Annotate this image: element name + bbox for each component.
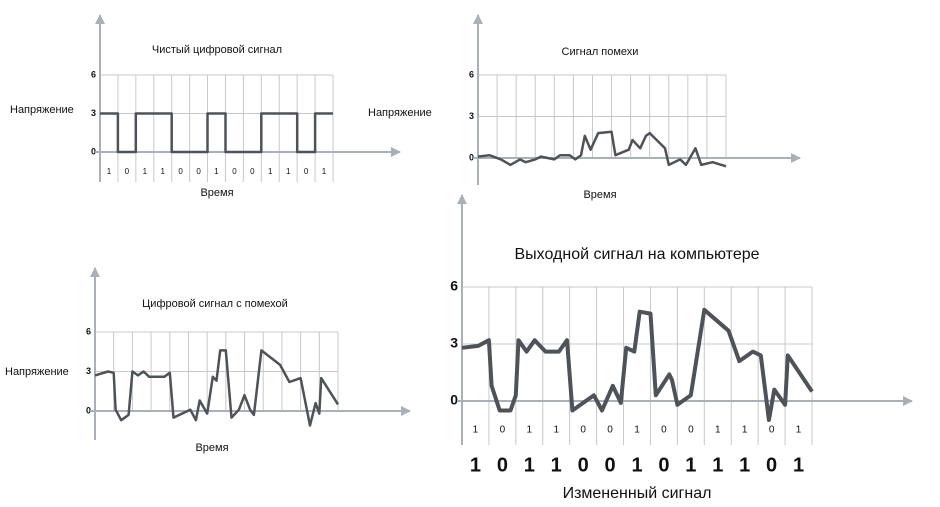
y-tick-label: 6 — [86, 326, 91, 336]
bit-label: 1 — [634, 425, 640, 436]
y-tick-label: 0 — [91, 146, 96, 156]
bit-label: 1 — [742, 425, 748, 436]
y-axis-label: Напряжение — [368, 107, 432, 119]
y-tick-label: 3 — [91, 108, 96, 118]
x-axis-label: Измененный сигнал — [563, 485, 712, 502]
bit-label: 0 — [232, 167, 237, 176]
decoded-bit: 0 — [658, 454, 669, 476]
bit-label: 1 — [527, 425, 533, 436]
decoded-bit: 1 — [470, 454, 481, 476]
bit-label: 0 — [688, 425, 694, 436]
signal-line — [94, 349, 340, 427]
y-tick-label: 6 — [91, 69, 96, 79]
bit-label: 1 — [473, 425, 479, 436]
bit-label: 1 — [268, 167, 273, 176]
signal-line — [477, 130, 727, 168]
bit-label: 0 — [125, 167, 130, 176]
bit-label: 1 — [161, 167, 166, 176]
y-tick-label: 6 — [469, 69, 474, 79]
bit-label: 1 — [143, 167, 148, 176]
signal-line — [461, 307, 814, 422]
bit-label: 1 — [322, 167, 327, 176]
bit-label: 0 — [661, 425, 667, 436]
decoded-bit: 1 — [739, 454, 750, 476]
bit-label: 0 — [769, 425, 775, 436]
bit-label: 1 — [796, 425, 802, 436]
bit-label: 0 — [500, 425, 506, 436]
bit-label: 1 — [553, 425, 559, 436]
x-axis-label: Время — [583, 189, 616, 201]
x-axis-label: Время — [200, 187, 233, 199]
bit-label: 1 — [286, 167, 291, 176]
decoded-bit: 0 — [578, 454, 589, 476]
decoded-bit: 1 — [793, 454, 804, 476]
bit-label: 0 — [178, 167, 183, 176]
x-axis-label: Время — [195, 442, 228, 454]
decoded-bit: 0 — [766, 454, 777, 476]
decoded-bit: 1 — [685, 454, 696, 476]
y-tick-label: 6 — [450, 278, 458, 294]
signal-line — [100, 112, 333, 154]
y-tick-label: 3 — [86, 366, 91, 376]
y-tick-label: 0 — [86, 405, 91, 415]
chart-title: Чистый цифровой сигнал — [152, 44, 282, 56]
bit-label: 0 — [304, 167, 309, 176]
chart-title: Выходной сигнал на компьютере — [514, 246, 759, 263]
y-axis-label: Напряжение — [10, 104, 74, 116]
bit-label: 0 — [580, 425, 586, 436]
chart-title: Сигнал помехи — [562, 46, 639, 58]
chart-title: Цифровой сигнал с помехой — [142, 298, 288, 310]
decoded-bit: 1 — [551, 454, 562, 476]
bit-label: 1 — [715, 425, 721, 436]
y-axis-label: Напряжение — [5, 366, 69, 378]
bit-label: 1 — [214, 167, 219, 176]
decoded-bit: 1 — [631, 454, 642, 476]
decoded-bit: 1 — [524, 454, 535, 476]
y-tick-label: 0 — [450, 392, 458, 408]
bit-label: 1 — [107, 167, 112, 176]
y-tick-label: 3 — [469, 111, 474, 121]
bit-label: 0 — [607, 425, 613, 436]
y-tick-label: 0 — [469, 152, 474, 162]
decoded-bit: 0 — [605, 454, 616, 476]
bit-label: 0 — [250, 167, 255, 176]
bit-label: 0 — [196, 167, 201, 176]
decoded-bit: 0 — [497, 454, 508, 476]
decoded-bit: 1 — [712, 454, 723, 476]
y-tick-label: 3 — [450, 335, 458, 351]
